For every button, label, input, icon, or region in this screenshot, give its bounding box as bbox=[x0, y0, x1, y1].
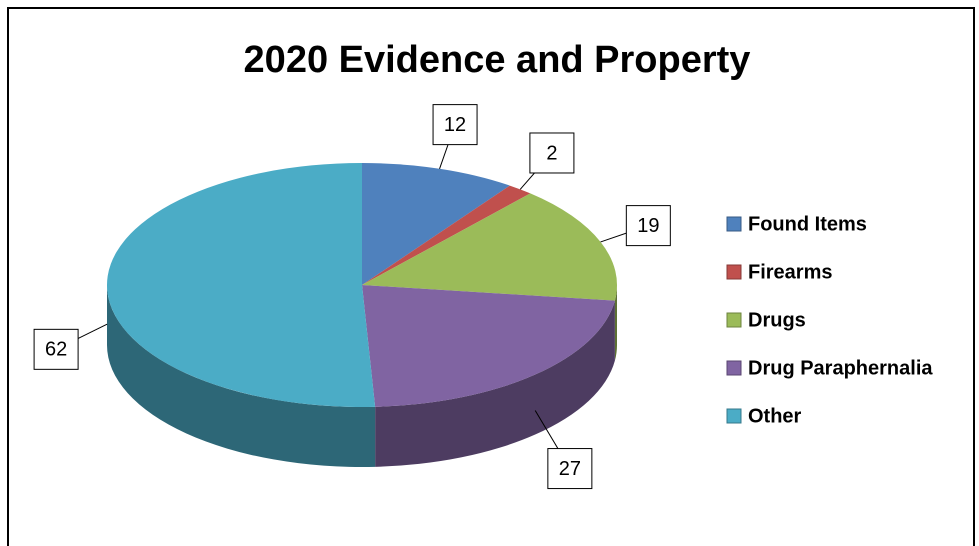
data-label: 19 bbox=[637, 215, 659, 237]
pie-slice bbox=[362, 193, 617, 301]
pie-slice bbox=[362, 163, 510, 285]
data-label: 12 bbox=[444, 114, 466, 136]
data-label-box bbox=[432, 104, 478, 146]
legend-label: Drugs bbox=[748, 309, 806, 331]
legend-label: Other bbox=[748, 405, 802, 427]
pie-slice bbox=[362, 285, 615, 407]
data-label-box bbox=[547, 448, 593, 490]
legend-label: Drug Paraphernalia bbox=[748, 357, 933, 379]
legend-swatch bbox=[726, 312, 742, 328]
data-label-box bbox=[33, 328, 79, 370]
data-label: 2 bbox=[546, 142, 557, 164]
pie-slice bbox=[362, 185, 531, 285]
legend-swatch bbox=[726, 360, 742, 376]
data-label: 62 bbox=[45, 339, 67, 361]
legend-swatch bbox=[726, 264, 742, 280]
legend-label: Firearms bbox=[748, 261, 833, 283]
chart-title: 2020 Evidence and Property bbox=[244, 39, 751, 81]
pie-side bbox=[375, 300, 615, 467]
pie-side bbox=[107, 285, 376, 467]
pie-side bbox=[614, 285, 617, 361]
legend-swatch bbox=[726, 408, 742, 424]
legend-swatch bbox=[726, 216, 742, 232]
data-label-box bbox=[529, 132, 575, 174]
data-label-box bbox=[625, 205, 671, 247]
data-label: 27 bbox=[559, 458, 581, 480]
pie-slice bbox=[106, 163, 376, 407]
legend-label: Found Items bbox=[748, 213, 867, 235]
